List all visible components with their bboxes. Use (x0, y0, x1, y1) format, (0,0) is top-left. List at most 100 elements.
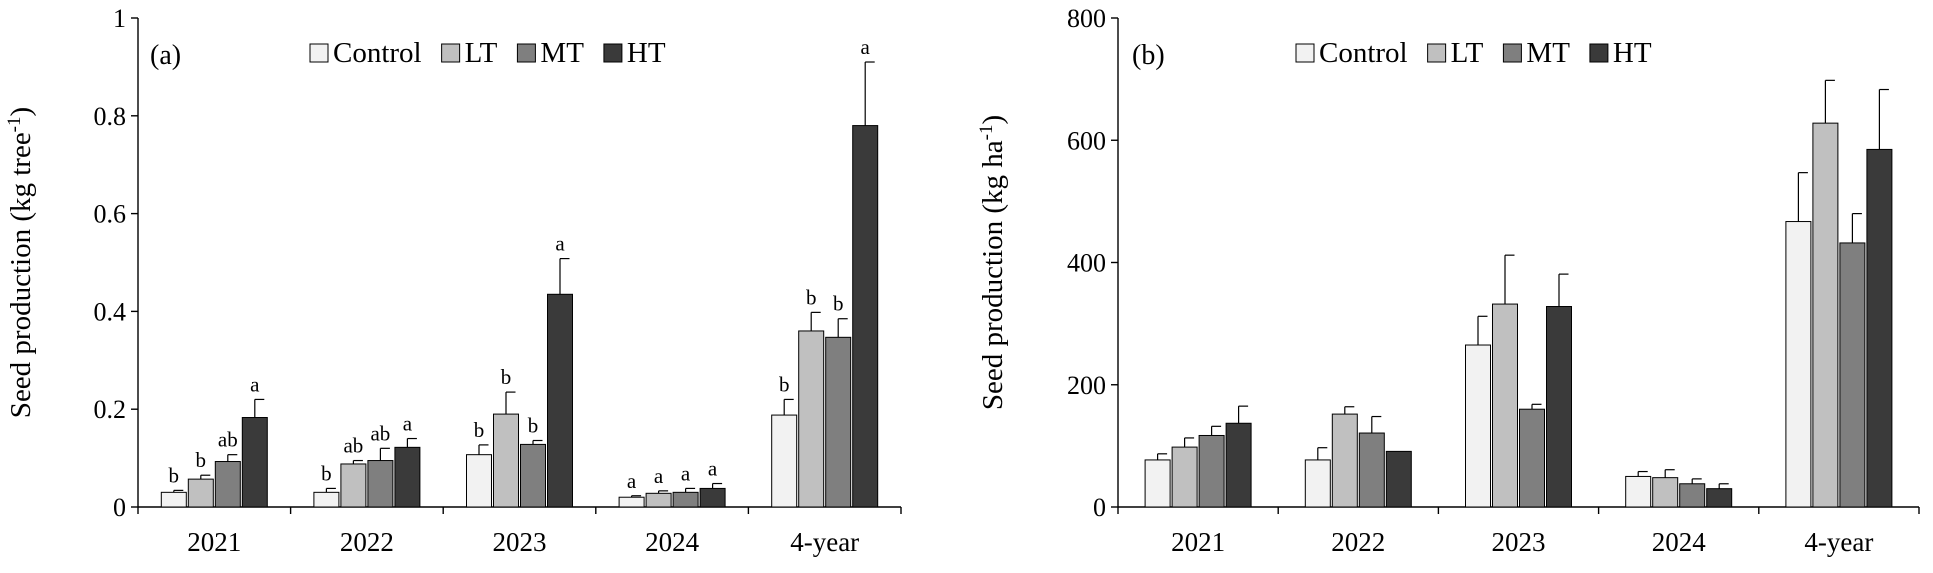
bar-ht (1385, 450, 1412, 508)
y-axis-label-superscript: -1 (4, 116, 25, 132)
x-tick-label: 2023 (1492, 527, 1546, 557)
y-axis-label: Seed production (kg tree-1) (4, 107, 38, 418)
y-axis-label-superscript: -1 (976, 125, 997, 141)
bar-control (1304, 459, 1331, 508)
y-tick-label: 0 (1093, 493, 1106, 522)
significance-letter: ab (343, 434, 363, 458)
legend-label: MT (540, 37, 584, 69)
significance-letter: b (501, 365, 512, 389)
y-tick-label: 0.4 (94, 297, 127, 326)
significance-letter: a (861, 35, 871, 59)
significance-letter: a (708, 457, 718, 481)
legend-label: Control (1319, 37, 1408, 69)
significance-letter: b (779, 372, 790, 396)
bar-control (771, 414, 798, 508)
y-tick-label: 0.6 (94, 200, 127, 229)
y-tick-label: 1 (113, 4, 126, 33)
significance-letter: b (321, 461, 332, 485)
bar-ht (1706, 488, 1733, 508)
bar-ht (394, 446, 421, 508)
legend-label: HT (627, 37, 666, 69)
bar-lt (1331, 413, 1358, 508)
bar-mt (520, 443, 546, 508)
bar-lt (798, 330, 825, 508)
legend-label: LT (465, 37, 498, 69)
bar-lt (1492, 303, 1518, 508)
bar-lt (187, 478, 214, 508)
bar-lt (1812, 122, 1839, 508)
y-tick-label: 200 (1067, 371, 1106, 400)
significance-letter: a (654, 464, 664, 488)
legend-label: HT (1613, 37, 1652, 69)
bar-control (1785, 221, 1812, 508)
bar-control (160, 491, 187, 508)
y-tick-label: 400 (1067, 249, 1106, 278)
y-axis-label-close: ) (5, 107, 37, 117)
significance-letter: ab (370, 421, 390, 445)
bar-control (313, 491, 340, 508)
significance-letter: b (169, 463, 180, 487)
bar-mt (1519, 408, 1545, 508)
bar-ht (699, 487, 726, 508)
panel-b: 0 200 400 600 800 2021 2022 2023 2024 4-year (b) Co… (976, 4, 1920, 557)
bar-lt (1652, 477, 1679, 508)
x-tick-label: 2021 (1171, 527, 1225, 557)
y-axis-label-main: Seed production (kg tree (5, 132, 37, 418)
significance-letter: ab (218, 428, 238, 452)
legend-label: LT (1451, 37, 1484, 69)
x-tick-label: 2022 (1331, 527, 1385, 557)
bar-mt (1679, 483, 1706, 508)
bar-control (466, 454, 492, 508)
legend-label: MT (1526, 37, 1570, 69)
x-tick-label: 4-year (1804, 527, 1873, 557)
panel-label: (a) (150, 40, 181, 71)
y-axis-label-close: ) (977, 115, 1009, 125)
legend-swatch (309, 43, 329, 63)
bar-lt (1171, 446, 1198, 508)
y-tick-label: 800 (1067, 4, 1106, 33)
significance-letter: b (528, 413, 539, 437)
x-tick-label: 2022 (340, 527, 394, 557)
x-tick-label: 2023 (493, 527, 547, 557)
bar-mt (1839, 242, 1866, 508)
x-tick-label: 2024 (645, 527, 700, 557)
significance-letter: b (806, 285, 817, 309)
y-axis-label: Seed production (kg ha-1) (976, 115, 1010, 410)
bar-ht (241, 417, 268, 508)
legend-swatch (1295, 43, 1315, 63)
legend-swatch (441, 43, 461, 63)
significance-letter: a (555, 232, 565, 256)
bar-ht (1866, 148, 1893, 508)
significance-letter: b (833, 292, 844, 316)
significance-letter: a (627, 469, 637, 493)
bar-ht (547, 293, 573, 508)
bar-ht (1225, 422, 1252, 508)
bar-mt (672, 491, 699, 508)
x-tick-label: 2021 (187, 527, 241, 557)
significance-letter: a (681, 461, 691, 485)
y-tick-label: 0.8 (94, 102, 127, 131)
legend-swatch (516, 43, 536, 63)
bar-control (1465, 344, 1491, 508)
y-tick-label: 0.2 (94, 395, 127, 424)
bar-mt (825, 336, 852, 508)
bar-ht (852, 125, 879, 508)
legend-label: Control (333, 37, 422, 69)
bar-mt (214, 461, 241, 508)
significance-letter: b (474, 418, 485, 442)
panel-label: (b) (1132, 40, 1165, 71)
y-axis-label-main: Seed production (kg ha (977, 140, 1009, 410)
bar-lt (493, 413, 519, 508)
bar-ht (1546, 306, 1572, 508)
y-tick-label: 0 (113, 493, 126, 522)
bar-mt (367, 460, 394, 508)
x-tick-label: 4-year (790, 527, 859, 557)
legend-swatch (603, 43, 623, 63)
bar-mt (1358, 432, 1385, 508)
bar-lt (340, 463, 367, 508)
legend-swatch (1502, 43, 1522, 63)
significance-letter: a (403, 412, 413, 436)
bar-control (1625, 475, 1652, 508)
